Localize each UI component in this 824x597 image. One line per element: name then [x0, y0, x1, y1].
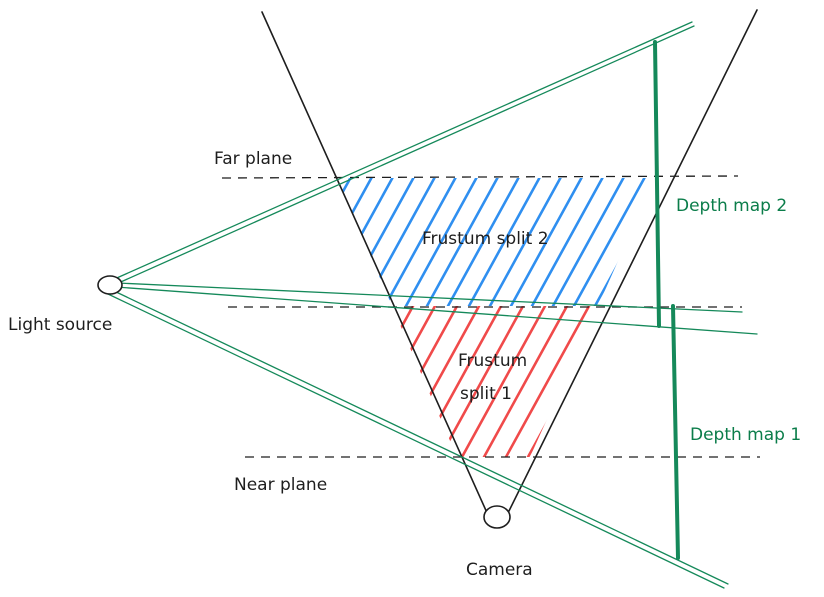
far-plane-line — [221, 175, 739, 179]
split-2-hatch-stroke — [467, 178, 541, 306]
camera-frustum — [261, 9, 758, 518]
frustum-split-1-label-line1: Frustum — [458, 351, 527, 371]
depth-map-2-label: Depth map 2 — [676, 196, 787, 216]
split-2-hatch-stroke — [530, 178, 604, 306]
split-1-hatch-stroke — [482, 306, 569, 457]
frustum-split-1-label-line2: split 1 — [460, 384, 512, 404]
frustum-split-2-label: Frustum split 2 — [422, 229, 549, 249]
frustum-split-1-region — [392, 306, 598, 457]
split-2-hatch-stroke — [383, 178, 457, 306]
split-2-hatch-stroke — [446, 178, 520, 306]
depth-map-2-bar — [653, 40, 661, 328]
split-2-hatch-stroke — [593, 178, 655, 306]
split-1-hatch-stroke — [438, 306, 525, 457]
camera-label: Camera — [466, 560, 533, 580]
light-source-icon — [97, 275, 123, 295]
split-2-hatch-stroke — [341, 178, 415, 306]
split-1-hatch-stroke — [504, 306, 591, 457]
split-1-hatch-stroke — [416, 306, 503, 457]
split-1-hatch-stroke — [460, 306, 547, 457]
split-1-hatch-stroke — [570, 306, 598, 457]
split-1-hatch-stroke — [392, 306, 437, 457]
near-plane-label: Near plane — [234, 475, 327, 495]
split-2-hatch-stroke — [488, 178, 562, 306]
split-2-hatch-stroke — [404, 178, 478, 306]
split-2-hatch-stroke — [509, 178, 583, 306]
split-2-hatch-stroke — [572, 178, 646, 306]
split-2-hatch-stroke — [337, 178, 373, 306]
split-2-hatch-stroke — [551, 178, 625, 306]
depth-map-1-bar — [671, 304, 680, 560]
split-2-hatch-stroke — [337, 178, 394, 306]
light-frustum — [107, 21, 758, 589]
split-2-hatch-stroke — [425, 178, 499, 306]
split-2-hatch-stroke — [337, 178, 352, 306]
far-plane-label: Far plane — [214, 149, 292, 169]
light-source-label: Light source — [8, 315, 112, 335]
depth-map-1-label: Depth map 1 — [690, 425, 801, 445]
split-1-hatch-stroke — [548, 306, 598, 457]
camera-icon — [483, 505, 511, 529]
split-1-hatch-stroke — [394, 306, 481, 457]
split-1-hatch-stroke — [592, 306, 598, 457]
